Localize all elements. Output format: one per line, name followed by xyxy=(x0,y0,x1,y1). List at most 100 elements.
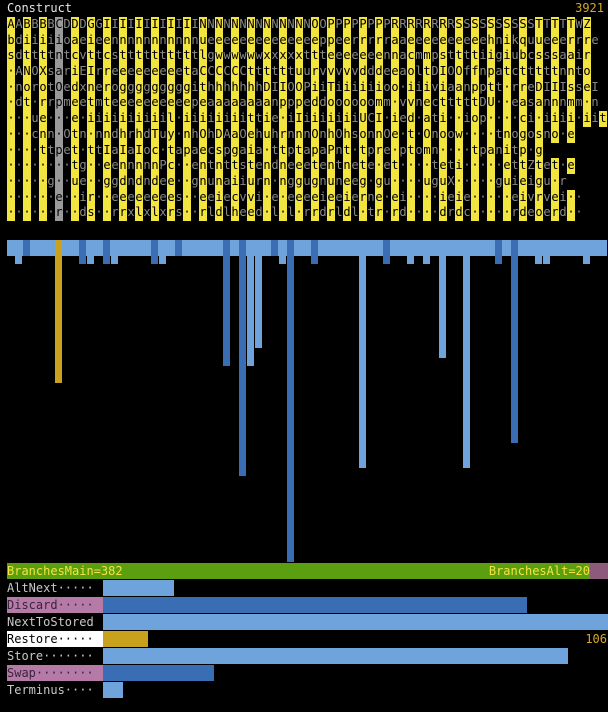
grid-cell[interactable]: e xyxy=(311,189,319,206)
grid-cell[interactable]: e xyxy=(375,189,383,206)
grid-cell[interactable]: · xyxy=(7,158,15,174)
grid-cell[interactable]: g xyxy=(207,48,215,65)
grid-cell[interactable]: r xyxy=(47,95,55,112)
grid-cell[interactable]: · xyxy=(7,189,15,206)
grid-cell[interactable]: d xyxy=(79,205,87,221)
grid-cell[interactable]: g xyxy=(135,79,143,96)
grid-cell[interactable]: n xyxy=(367,189,375,206)
grid-cell[interactable]: t xyxy=(23,48,31,65)
grid-cell[interactable]: G xyxy=(95,17,103,33)
grid-cell[interactable]: r xyxy=(31,79,39,96)
grid-cell[interactable]: n xyxy=(495,142,503,159)
grid-cell[interactable]: r xyxy=(167,205,175,221)
column-bar[interactable] xyxy=(287,240,294,562)
grid-cell[interactable]: v xyxy=(407,95,415,112)
grid-cell[interactable]: l xyxy=(207,205,215,221)
grid-cell[interactable]: c xyxy=(511,64,519,80)
grid-cell[interactable]: i xyxy=(151,111,159,127)
grid-cell[interactable]: i xyxy=(455,189,463,206)
grid-cell[interactable]: e xyxy=(135,189,143,206)
column-bar[interactable] xyxy=(111,240,118,264)
grid-cell[interactable]: n xyxy=(551,95,559,112)
column-bar[interactable] xyxy=(223,240,230,366)
grid-cell[interactable]: · xyxy=(7,173,15,190)
grid-cell[interactable]: E xyxy=(79,64,87,80)
grid-cell[interactable]: e xyxy=(39,111,47,127)
grid-cell[interactable]: t xyxy=(407,126,415,143)
grid-cell[interactable]: u xyxy=(303,173,311,190)
grid-cell[interactable]: o xyxy=(335,95,343,112)
grid-cell[interactable]: s xyxy=(175,189,183,206)
grid-cell[interactable]: e xyxy=(167,189,175,206)
grid-cell[interactable]: O xyxy=(239,126,247,143)
grid-cell[interactable]: a xyxy=(215,95,223,112)
column-bar[interactable] xyxy=(231,240,238,256)
grid-cell[interactable]: t xyxy=(535,158,543,174)
grid-cell[interactable]: a xyxy=(231,126,239,143)
grid-cell[interactable]: i xyxy=(207,111,215,127)
grid-cell[interactable]: · xyxy=(511,111,519,127)
grid-cell[interactable]: t xyxy=(71,158,79,174)
grid-cell[interactable]: u xyxy=(247,173,255,190)
grid-cell[interactable]: t xyxy=(431,111,439,127)
grid-cell[interactable]: g xyxy=(431,173,439,190)
grid-cell[interactable]: n xyxy=(79,126,87,143)
grid-cell[interactable]: n xyxy=(543,126,551,143)
grid-cell[interactable]: g xyxy=(119,79,127,96)
grid-cell[interactable]: h xyxy=(239,79,247,96)
grid-cell[interactable]: a xyxy=(455,79,463,96)
grid-cell[interactable]: d xyxy=(407,111,415,127)
grid-cell[interactable]: s xyxy=(567,79,575,96)
grid-cell[interactable]: · xyxy=(23,205,31,221)
grid-cell[interactable]: t xyxy=(263,64,271,80)
grid-cell[interactable]: t xyxy=(47,79,55,96)
grid-cell[interactable]: e xyxy=(287,32,295,49)
grid-cell[interactable]: i xyxy=(191,79,199,96)
grid-cell[interactable]: · xyxy=(463,126,471,143)
grid-cell[interactable]: · xyxy=(31,205,39,221)
grid-cell[interactable]: · xyxy=(23,189,31,206)
column-bar[interactable] xyxy=(39,240,46,256)
grid-cell[interactable]: e xyxy=(519,173,527,190)
grid-cell[interactable]: p xyxy=(287,95,295,112)
grid-cell[interactable]: f xyxy=(471,64,479,80)
grid-cell[interactable]: r xyxy=(511,79,519,96)
grid-cell[interactable]: v xyxy=(527,189,535,206)
grid-cell[interactable]: S xyxy=(455,17,463,33)
grid-cell[interactable]: u xyxy=(71,173,79,190)
grid-cell[interactable]: I xyxy=(143,17,151,33)
column-bar[interactable] xyxy=(463,240,470,468)
grid-cell[interactable]: · xyxy=(47,205,55,221)
grid-cell[interactable]: · xyxy=(31,158,39,174)
grid-cell[interactable]: a xyxy=(399,32,407,49)
grid-cell[interactable]: u xyxy=(439,173,447,190)
grid-cell[interactable]: T xyxy=(535,17,543,33)
grid-cell[interactable]: e xyxy=(511,189,519,206)
grid-cell[interactable]: N xyxy=(295,17,303,33)
grid-cell[interactable]: B xyxy=(47,17,55,33)
grid-cell[interactable]: · xyxy=(471,173,479,190)
grid-cell[interactable]: e xyxy=(351,48,359,65)
grid-cell[interactable]: w xyxy=(223,48,231,65)
grid-cell[interactable]: · xyxy=(479,126,487,143)
grid-cell[interactable]: e xyxy=(327,48,335,65)
column-bar[interactable] xyxy=(199,240,206,256)
grid-cell[interactable]: t xyxy=(271,64,279,80)
grid-cell[interactable]: t xyxy=(255,111,263,127)
grid-cell[interactable]: h xyxy=(255,79,263,96)
grid-cell[interactable]: O xyxy=(311,126,319,143)
column-bar[interactable] xyxy=(359,240,366,468)
grid-cell[interactable]: n xyxy=(39,126,47,143)
grid-cell[interactable]: i xyxy=(23,32,31,49)
grid-cell[interactable]: A xyxy=(15,17,23,33)
column-bar[interactable] xyxy=(247,240,254,366)
grid-cell[interactable]: d xyxy=(559,205,567,221)
grid-cell[interactable]: I xyxy=(167,17,175,33)
grid-cell[interactable]: w xyxy=(247,48,255,65)
grid-cell[interactable]: d xyxy=(215,205,223,221)
grid-cell[interactable]: I xyxy=(591,79,599,96)
grid-cell[interactable]: h xyxy=(343,126,351,143)
grid-cell[interactable]: t xyxy=(447,158,455,174)
grid-cell[interactable]: · xyxy=(471,205,479,221)
grid-cell[interactable]: d xyxy=(439,205,447,221)
